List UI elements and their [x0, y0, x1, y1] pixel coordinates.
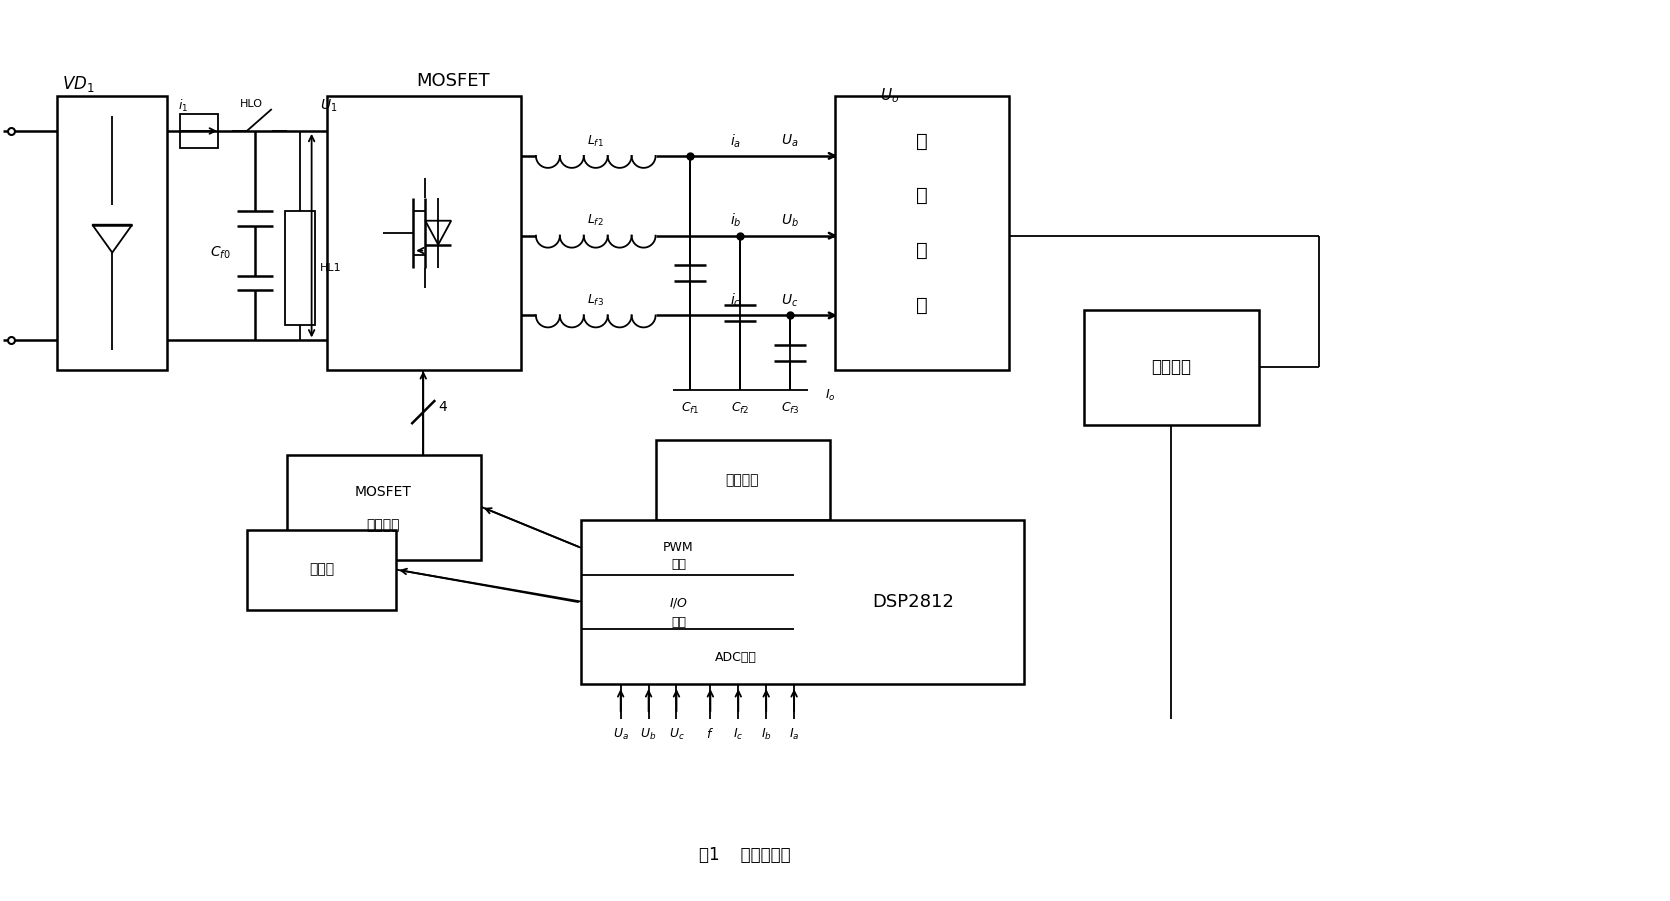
Text: $U_b$: $U_b$: [640, 726, 656, 742]
Bar: [327, 96, 521, 370]
Text: 通道: 通道: [671, 616, 686, 629]
Text: $U_c$: $U_c$: [668, 726, 685, 742]
Bar: [284, 211, 314, 325]
Text: 三: 三: [915, 132, 927, 150]
Text: $U_o$: $U_o$: [880, 86, 898, 105]
Text: PWM: PWM: [663, 542, 693, 554]
Bar: [581, 520, 1024, 684]
Text: ADC通道: ADC通道: [715, 651, 757, 664]
Text: 开关量: 开关量: [309, 562, 334, 577]
Bar: [656, 440, 830, 520]
Text: $U_a$: $U_a$: [782, 132, 798, 150]
Text: $U_c$: $U_c$: [782, 292, 798, 309]
Text: $U_b$: $U_b$: [782, 213, 798, 229]
Bar: [287, 455, 481, 560]
Text: $i_a$: $i_a$: [730, 132, 741, 150]
Bar: [835, 96, 1009, 370]
Text: $U_1$: $U_1$: [319, 98, 337, 114]
Text: $i_b$: $i_b$: [730, 212, 741, 230]
Text: 载: 载: [915, 296, 927, 315]
Text: 负: 负: [915, 241, 927, 260]
Text: $I_b$: $I_b$: [762, 726, 772, 742]
Text: 隔离驱动: 隔离驱动: [367, 518, 401, 532]
Bar: [247, 530, 396, 609]
Bar: [1084, 311, 1259, 425]
Text: $L_{f1}$: $L_{f1}$: [588, 133, 605, 149]
Text: $I/O$: $I/O$: [668, 596, 688, 610]
Text: MOSFET: MOSFET: [356, 485, 412, 499]
Text: HLO: HLO: [240, 99, 262, 109]
Text: $I_a$: $I_a$: [788, 726, 800, 742]
Text: $f$: $f$: [706, 727, 715, 742]
Text: $C_{f1}$: $C_{f1}$: [681, 401, 700, 415]
Text: $I_o$: $I_o$: [825, 387, 835, 403]
Text: $L_{f2}$: $L_{f2}$: [588, 214, 605, 228]
Text: $L_{f3}$: $L_{f3}$: [588, 293, 605, 308]
Text: 相: 相: [915, 187, 927, 205]
Text: DSP2812: DSP2812: [872, 593, 955, 611]
Text: $C_{f2}$: $C_{f2}$: [731, 401, 750, 415]
Text: 采样电路: 采样电路: [1151, 359, 1191, 377]
Text: $i_1$: $i_1$: [179, 98, 189, 114]
Text: $i_c$: $i_c$: [730, 292, 741, 309]
Bar: [57, 96, 167, 370]
Text: HL1: HL1: [319, 262, 341, 273]
Text: 开关电源: 开关电源: [725, 473, 760, 487]
Text: MOSFET: MOSFET: [416, 72, 489, 90]
Text: 图1    系统原理图: 图1 系统原理图: [700, 846, 792, 864]
Text: 通道: 通道: [671, 558, 686, 571]
Text: $U_a$: $U_a$: [613, 726, 628, 742]
Text: $C_{f0}$: $C_{f0}$: [210, 244, 230, 260]
Text: $VD_1$: $VD_1$: [62, 74, 95, 94]
Text: $C_{f3}$: $C_{f3}$: [782, 401, 800, 415]
Bar: [180, 114, 217, 148]
Text: $I_c$: $I_c$: [733, 726, 743, 742]
Text: 4: 4: [438, 400, 448, 414]
